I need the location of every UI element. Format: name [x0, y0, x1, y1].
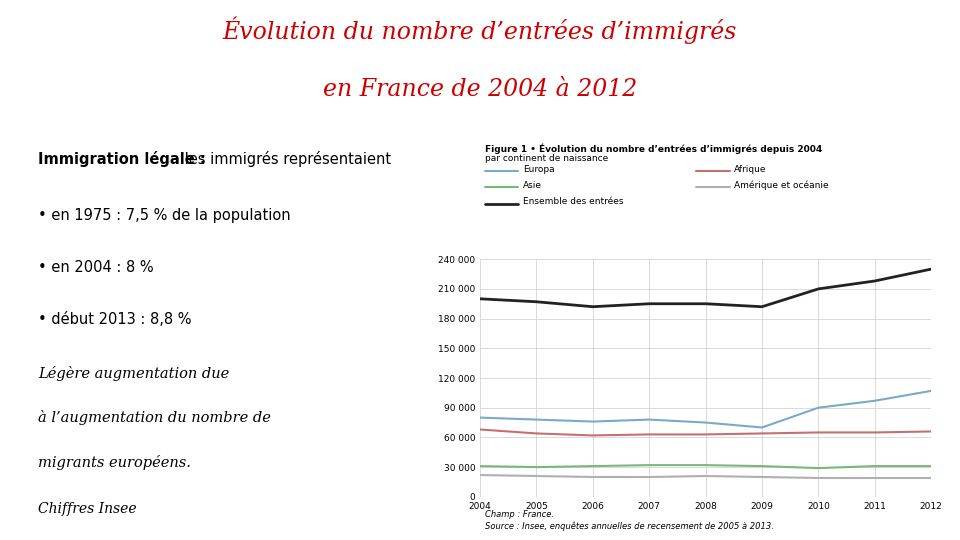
- Text: Légère augmentation due: Légère augmentation due: [38, 366, 229, 381]
- Text: Europa: Europa: [523, 165, 555, 174]
- Text: en France de 2004 à 2012: en France de 2004 à 2012: [323, 78, 637, 102]
- Text: Évolution du nombre d’entrées d’immigrés: Évolution du nombre d’entrées d’immigrés: [223, 16, 737, 44]
- Text: Chiffres Insee: Chiffres Insee: [38, 502, 137, 516]
- Text: à l’augmentation du nombre de: à l’augmentation du nombre de: [38, 410, 272, 426]
- Text: Champ : France.: Champ : France.: [485, 510, 554, 519]
- Text: Amérique et océanie: Amérique et océanie: [734, 180, 829, 190]
- Text: migrants européens.: migrants européens.: [38, 455, 191, 470]
- Text: • début 2013 : 8,8 %: • début 2013 : 8,8 %: [38, 312, 192, 327]
- Text: Ensemble des entrées: Ensemble des entrées: [523, 197, 624, 206]
- Text: • en 1975 : 7,5 % de la population: • en 1975 : 7,5 % de la population: [38, 208, 291, 223]
- Text: Afrique: Afrique: [734, 165, 767, 174]
- Text: Source : Insee, enquêtes annuelles de recensement de 2005 à 2013.: Source : Insee, enquêtes annuelles de re…: [485, 521, 774, 531]
- Text: Figure 1 • Évolution du nombre d’entrées d’immigrés depuis 2004: Figure 1 • Évolution du nombre d’entrées…: [485, 144, 822, 154]
- Text: Immigration légale :: Immigration légale :: [38, 151, 206, 167]
- Text: • en 2004 : 8 %: • en 2004 : 8 %: [38, 260, 154, 275]
- Text: les immigrés représentaient: les immigrés représentaient: [180, 151, 392, 167]
- Text: Asie: Asie: [523, 181, 542, 190]
- Text: par continent de naissance: par continent de naissance: [485, 154, 608, 163]
